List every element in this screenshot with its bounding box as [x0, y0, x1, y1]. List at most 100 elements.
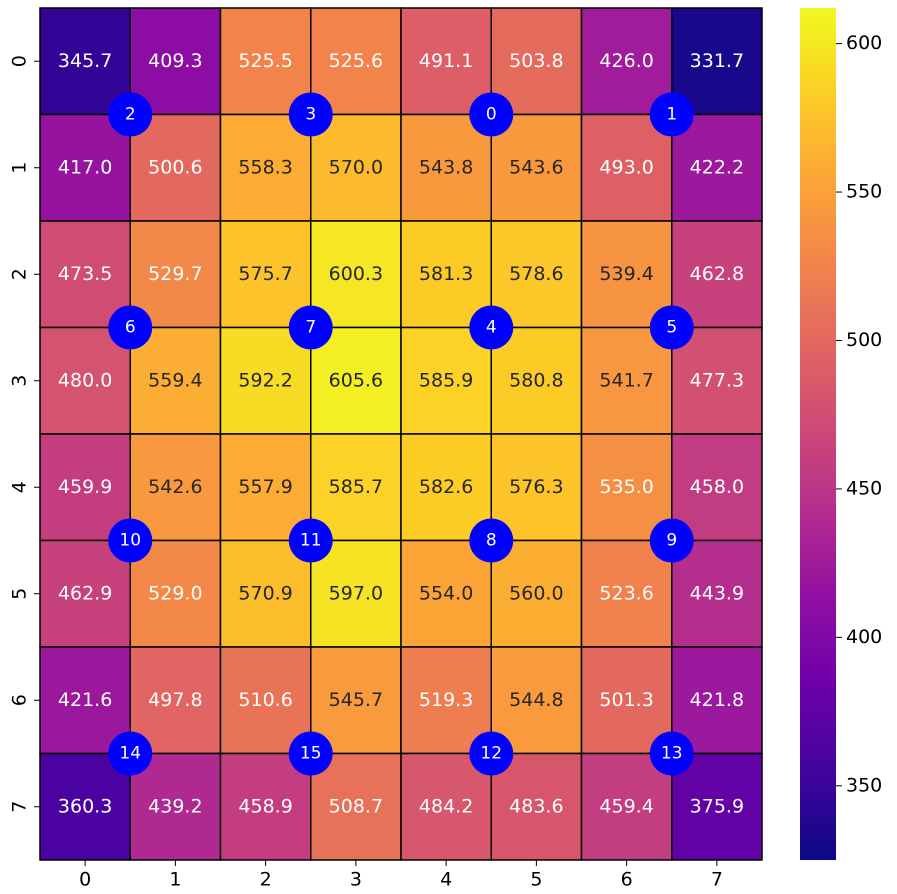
marker-label: 14	[119, 744, 141, 764]
heatmap-cell	[129, 539, 222, 648]
marker-label: 2	[125, 105, 136, 125]
cell-label: 473.5	[58, 263, 112, 285]
cell-label: 458.9	[238, 795, 292, 817]
cell-label: 360.3	[58, 795, 112, 817]
cell-label: 543.8	[419, 156, 473, 178]
cell-label: 331.7	[690, 50, 744, 72]
heatmap-cell	[219, 220, 312, 329]
heatmap-cell	[129, 113, 222, 222]
heatmap-cell	[129, 220, 222, 329]
cell-label: 477.3	[690, 369, 744, 391]
marker	[288, 305, 333, 350]
heatmap-cell	[490, 433, 583, 542]
heatmap-cell	[310, 326, 402, 435]
cell-label: 570.9	[238, 582, 292, 604]
cell-label: 501.3	[599, 689, 653, 711]
cell-label: 500.6	[148, 156, 202, 178]
heatmap-cell	[400, 220, 492, 329]
cell-label: 491.1	[419, 50, 473, 72]
heatmap-cell	[219, 646, 312, 755]
cell-label: 558.3	[238, 156, 292, 178]
heatmap-cell	[400, 539, 492, 648]
marker-label: 6	[125, 318, 136, 338]
cell-label: 497.8	[148, 689, 202, 711]
cell-label: 503.8	[509, 50, 563, 72]
cell-label: 529.7	[148, 263, 202, 285]
cell-label: 375.9	[690, 795, 744, 817]
marker	[108, 305, 153, 350]
marker-label: 1	[666, 105, 677, 125]
heatmap-cell	[490, 113, 583, 222]
heatmap-cell	[400, 752, 492, 861]
marker-label: 5	[666, 318, 677, 338]
cell-label: 576.3	[509, 476, 563, 498]
cell-label: 554.0	[419, 582, 473, 604]
marker	[288, 92, 333, 137]
cell-label: 421.8	[690, 689, 744, 711]
cell-label: 560.0	[509, 582, 563, 604]
marker-label: 7	[305, 318, 316, 338]
y-tick-label: 5	[9, 588, 31, 600]
heatmap-cell	[490, 539, 583, 648]
y-tick-label: 7	[9, 801, 31, 813]
cell-label: 581.3	[419, 263, 473, 285]
marker	[469, 92, 514, 137]
heatmap-cell	[310, 113, 402, 222]
heatmap-cell	[671, 7, 763, 116]
heatmap-cell	[219, 7, 312, 116]
cell-label: 462.9	[58, 582, 112, 604]
cell-label: 462.8	[690, 263, 744, 285]
colorbar-tick-label: 600	[846, 32, 882, 54]
cell-label: 510.6	[238, 689, 292, 711]
cell-label: 523.6	[599, 582, 653, 604]
cell-label: 345.7	[58, 50, 112, 72]
y-tick-label: 2	[9, 268, 31, 280]
x-tick-label: 4	[440, 869, 452, 891]
y-tick-label: 1	[9, 162, 31, 174]
marker-label: 9	[666, 531, 677, 551]
x-tick-label: 3	[350, 869, 362, 891]
cell-label: 480.0	[58, 369, 112, 391]
marker	[649, 518, 694, 563]
cell-label: 585.9	[419, 369, 473, 391]
heatmap-cell	[671, 113, 763, 222]
marker-label: 8	[486, 531, 497, 551]
x-tick-label: 5	[530, 869, 542, 891]
heatmap-cell	[671, 752, 763, 861]
x-tick-label: 6	[621, 869, 633, 891]
colorbar-tick-label: 400	[846, 626, 882, 648]
cell-label: 580.8	[509, 369, 563, 391]
y-tick-label: 3	[9, 375, 31, 387]
cell-label: 519.3	[419, 689, 473, 711]
heatmap-cell	[490, 7, 583, 116]
heatmap-cell	[580, 539, 673, 648]
heatmap-cell	[400, 433, 492, 542]
heatmap-cell	[39, 326, 131, 435]
marker-label: 13	[661, 744, 683, 764]
heatmap-cell	[490, 220, 583, 329]
cell-label: 592.2	[238, 369, 292, 391]
marker	[469, 305, 514, 350]
heatmap-cell	[580, 646, 673, 755]
cell-label: 605.6	[329, 369, 383, 391]
heatmap-cell	[400, 326, 492, 435]
cell-label: 483.6	[509, 795, 563, 817]
cell-label: 557.9	[238, 476, 292, 498]
colorbar-tick-label: 500	[846, 329, 882, 351]
heatmap-cell	[400, 646, 492, 755]
heatmap-cell	[39, 646, 131, 755]
heatmap-cell	[39, 7, 131, 116]
cell-label: 443.9	[690, 582, 744, 604]
cell-label: 458.0	[690, 476, 744, 498]
cell-label: 508.7	[329, 795, 383, 817]
cell-label: 421.6	[58, 689, 112, 711]
cell-label: 578.6	[509, 263, 563, 285]
heatmap-cell	[219, 326, 312, 435]
heatmap-cell	[310, 7, 402, 116]
heatmap-cell	[580, 220, 673, 329]
cell-label: 543.6	[509, 156, 563, 178]
heatmap-cell	[671, 539, 763, 648]
marker-label: 11	[300, 531, 322, 551]
cell-label: 484.2	[419, 795, 473, 817]
